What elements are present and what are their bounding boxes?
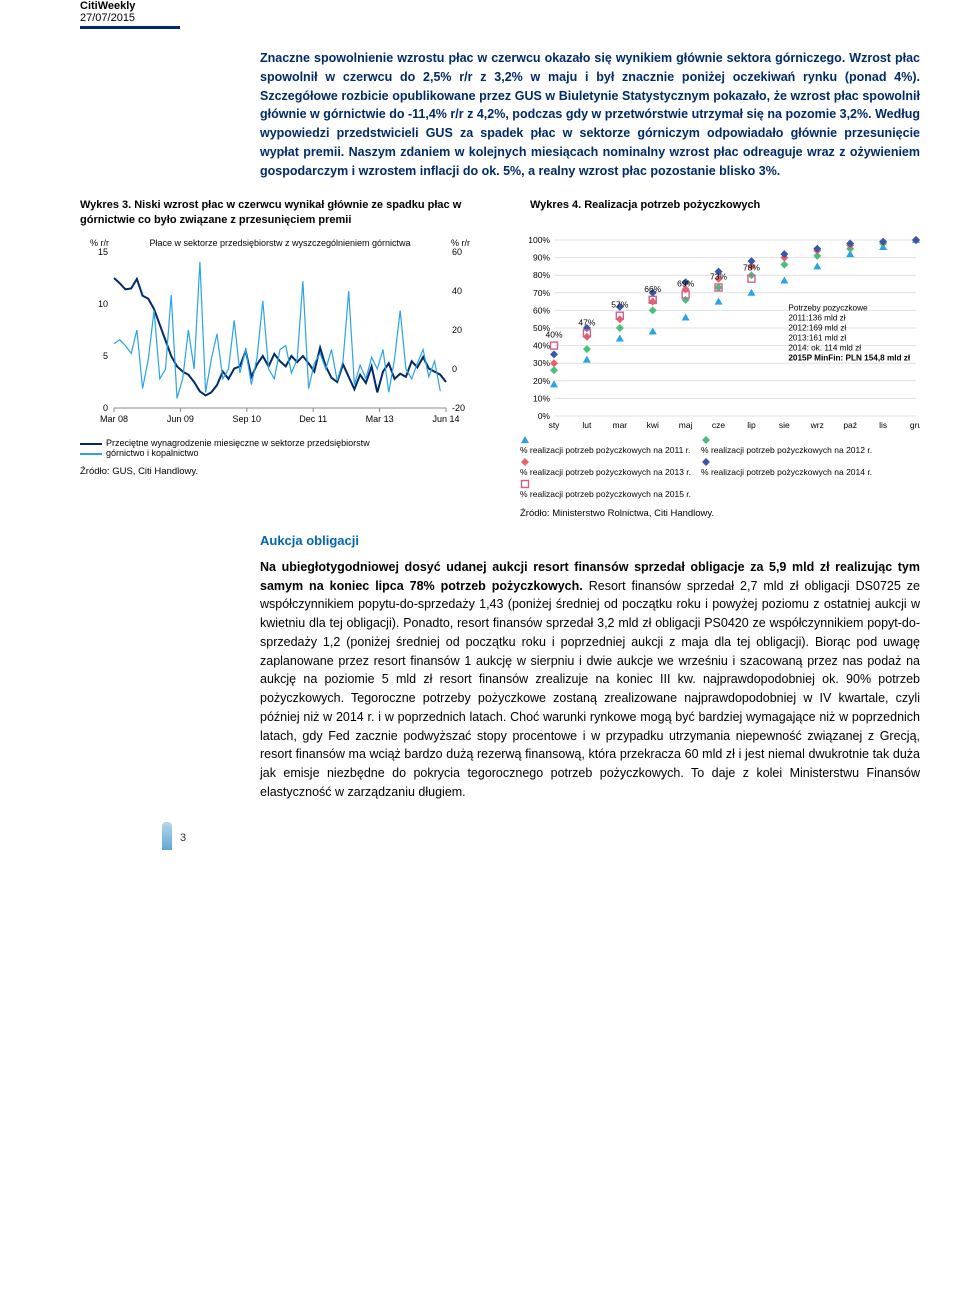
svg-text:Jun 14: Jun 14 [432, 414, 459, 424]
svg-text:lis: lis [879, 420, 887, 430]
svg-text:20: 20 [452, 325, 462, 335]
svg-text:2013:161 mld zł: 2013:161 mld zł [788, 333, 846, 342]
svg-text:Mar 13: Mar 13 [366, 414, 394, 424]
svg-text:2015P MinFin: PLN 154,8 mld zł: 2015P MinFin: PLN 154,8 mld zł [788, 353, 911, 362]
svg-text:100%: 100% [528, 235, 550, 245]
page-deco-icon [162, 822, 172, 850]
chart-left-source: Źródło: GUS, Citi Handlowy. [80, 466, 480, 477]
svg-text:lip: lip [747, 420, 756, 430]
caption-left: Wykres 3. Niski wzrost płac w czerwcu wy… [80, 198, 470, 228]
svg-text:paź: paź [843, 420, 857, 430]
chart-right: 0%10%20%30%40%50%60%70%80%90%100%stylutm… [520, 234, 920, 519]
svg-text:69%: 69% [677, 278, 694, 288]
svg-text:73%: 73% [710, 271, 727, 281]
svg-text:Sep 10: Sep 10 [233, 414, 262, 424]
chart-right-legend: % realizacji potrzeb pożyczkowych na 201… [520, 434, 920, 500]
page-number-block: 3 [180, 832, 920, 844]
charts-row: % r/rPłace w sektorze przedsiębiorstw z … [80, 234, 920, 519]
svg-text:Potrzeby pozyczkowe: Potrzeby pozyczkowe [788, 303, 868, 312]
svg-text:0: 0 [452, 364, 457, 374]
svg-text:Dec 11: Dec 11 [299, 414, 327, 424]
svg-text:57%: 57% [611, 300, 628, 310]
svg-text:0: 0 [103, 403, 108, 413]
svg-text:66%: 66% [644, 284, 661, 294]
svg-text:maj: maj [679, 420, 693, 430]
body-paragraph-2: Na ubiegłotygodniowej dosyć udanej aukcj… [260, 558, 920, 802]
svg-text:2012:169 mld zł: 2012:169 mld zł [788, 323, 846, 332]
chart-right-source: Źródło: Ministerstwo Rolnictwa, Citi Han… [520, 508, 920, 519]
page-number: 3 [180, 832, 186, 844]
svg-text:15: 15 [98, 247, 108, 257]
svg-text:60: 60 [452, 247, 462, 257]
svg-text:20%: 20% [533, 376, 550, 386]
svg-text:30%: 30% [533, 358, 550, 368]
svg-text:-20: -20 [452, 403, 465, 413]
svg-text:sie: sie [779, 420, 790, 430]
svg-text:lut: lut [582, 420, 592, 430]
svg-text:40%: 40% [545, 330, 562, 340]
svg-text:5: 5 [103, 351, 108, 361]
svg-text:80%: 80% [533, 270, 550, 280]
caption-right: Wykres 4. Realizacja potrzeb pożyczkowyc… [530, 198, 920, 228]
svg-text:70%: 70% [533, 288, 550, 298]
svg-text:2014: ok. 114 mld zł: 2014: ok. 114 mld zł [788, 343, 861, 352]
svg-text:sty: sty [549, 420, 561, 430]
svg-text:47%: 47% [578, 317, 595, 327]
chart-captions: Wykres 3. Niski wzrost płac w czerwcu wy… [80, 198, 920, 228]
section-heading: Aukcja obligacji [260, 533, 920, 548]
svg-text:40%: 40% [533, 341, 550, 351]
chart-left-svg: % r/rPłace w sektorze przedsiębiorstw z … [80, 234, 480, 434]
doc-date: 27/07/2015 [80, 12, 180, 24]
svg-text:60%: 60% [533, 305, 550, 315]
svg-text:mar: mar [612, 420, 627, 430]
svg-text:40: 40 [452, 286, 462, 296]
svg-text:78%: 78% [743, 263, 760, 273]
svg-text:Mar 08: Mar 08 [100, 414, 128, 424]
svg-text:gru: gru [910, 420, 920, 430]
svg-text:cze: cze [712, 420, 726, 430]
svg-text:2011:136 mld zł: 2011:136 mld zł [788, 313, 845, 322]
svg-text:Płace w sektorze przedsiębiors: Płace w sektorze przedsiębiorstw z wyszc… [149, 238, 410, 248]
page-header: CitiWeekly 27/07/2015 [80, 0, 180, 29]
svg-text:10: 10 [98, 299, 108, 309]
chart-left-legend: Przeciętne wynagrodzenie miesięczne w se… [80, 438, 480, 458]
svg-text:Jun 09: Jun 09 [167, 414, 194, 424]
svg-text:10%: 10% [533, 393, 550, 403]
chart-left: % r/rPłace w sektorze przedsiębiorstw z … [80, 234, 480, 519]
doc-title: CitiWeekly [80, 0, 180, 12]
lead-paragraph: Znaczne spowolnienie wzrostu płac w czer… [260, 49, 920, 180]
rest-para: Resort finansów sprzedał 2,7 mld zł obli… [260, 579, 920, 799]
chart-right-svg: 0%10%20%30%40%50%60%70%80%90%100%stylutm… [520, 234, 920, 434]
svg-text:90%: 90% [533, 253, 550, 263]
svg-text:kwi: kwi [647, 420, 659, 430]
svg-text:wrz: wrz [810, 420, 824, 430]
